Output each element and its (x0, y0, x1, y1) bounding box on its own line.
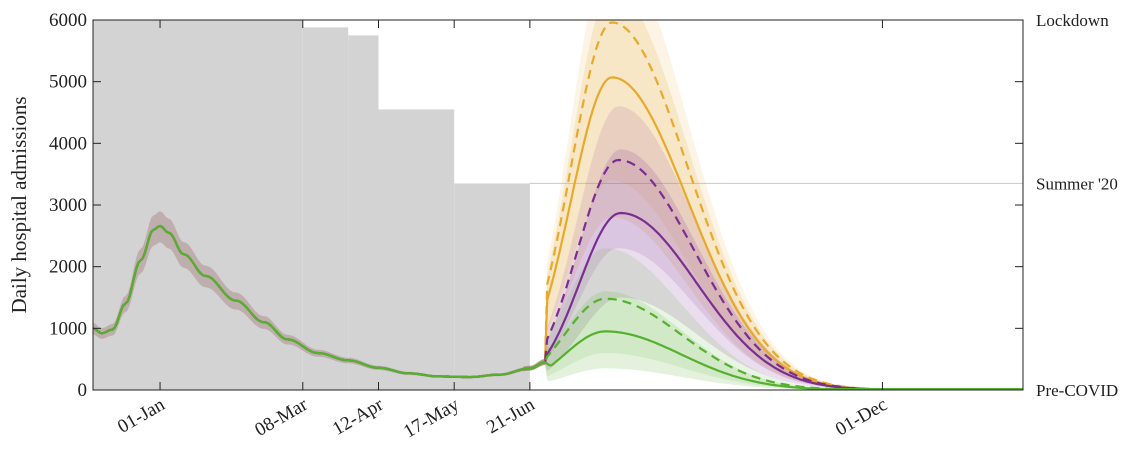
restriction-step-0 (93, 20, 303, 390)
right-axis-label-0: Lockdown (1036, 11, 1109, 30)
y-tick-label-3000: 3000 (49, 195, 87, 216)
restriction-step-3 (378, 109, 455, 391)
restriction-step-1 (302, 27, 349, 391)
right-axis-label-1: Summer '20 (1036, 174, 1118, 193)
x-tick-label-3: 17-May (400, 394, 463, 443)
line-green-dashed (93, 224, 1023, 390)
band-green-dashed (523, 248, 1023, 390)
y-tick-label-2000: 2000 (49, 257, 87, 278)
y-tick-label-6000: 6000 (49, 10, 87, 31)
series-lines (93, 21, 1023, 390)
band-purple-dashed (523, 106, 1023, 390)
x-tick-label-1: 08-Mar (251, 394, 311, 441)
y-tick-label-4000: 4000 (49, 133, 87, 154)
right-axis-label-2: Pre-COVID (1036, 381, 1118, 400)
band-green-solid (523, 291, 1023, 390)
y-axis-title: Daily hospital admissions (7, 97, 31, 314)
restriction-step-2 (348, 35, 379, 391)
x-tick-label-0: 01-Jan (114, 394, 169, 438)
x-tick-label-5: 01-Dec (832, 394, 891, 440)
restriction-shading (93, 20, 530, 391)
line-green-solid (93, 224, 1023, 390)
x-tick-label-2: 12-Apr (329, 394, 388, 440)
x-tick-label-4: 21-Jun (483, 394, 539, 438)
restriction-step-4 (454, 183, 530, 390)
y-tick-label-1000: 1000 (49, 318, 87, 339)
y-tick-label-0: 0 (78, 380, 88, 401)
y-tick-label-5000: 5000 (49, 72, 87, 93)
band-purple-solid (523, 149, 1023, 390)
